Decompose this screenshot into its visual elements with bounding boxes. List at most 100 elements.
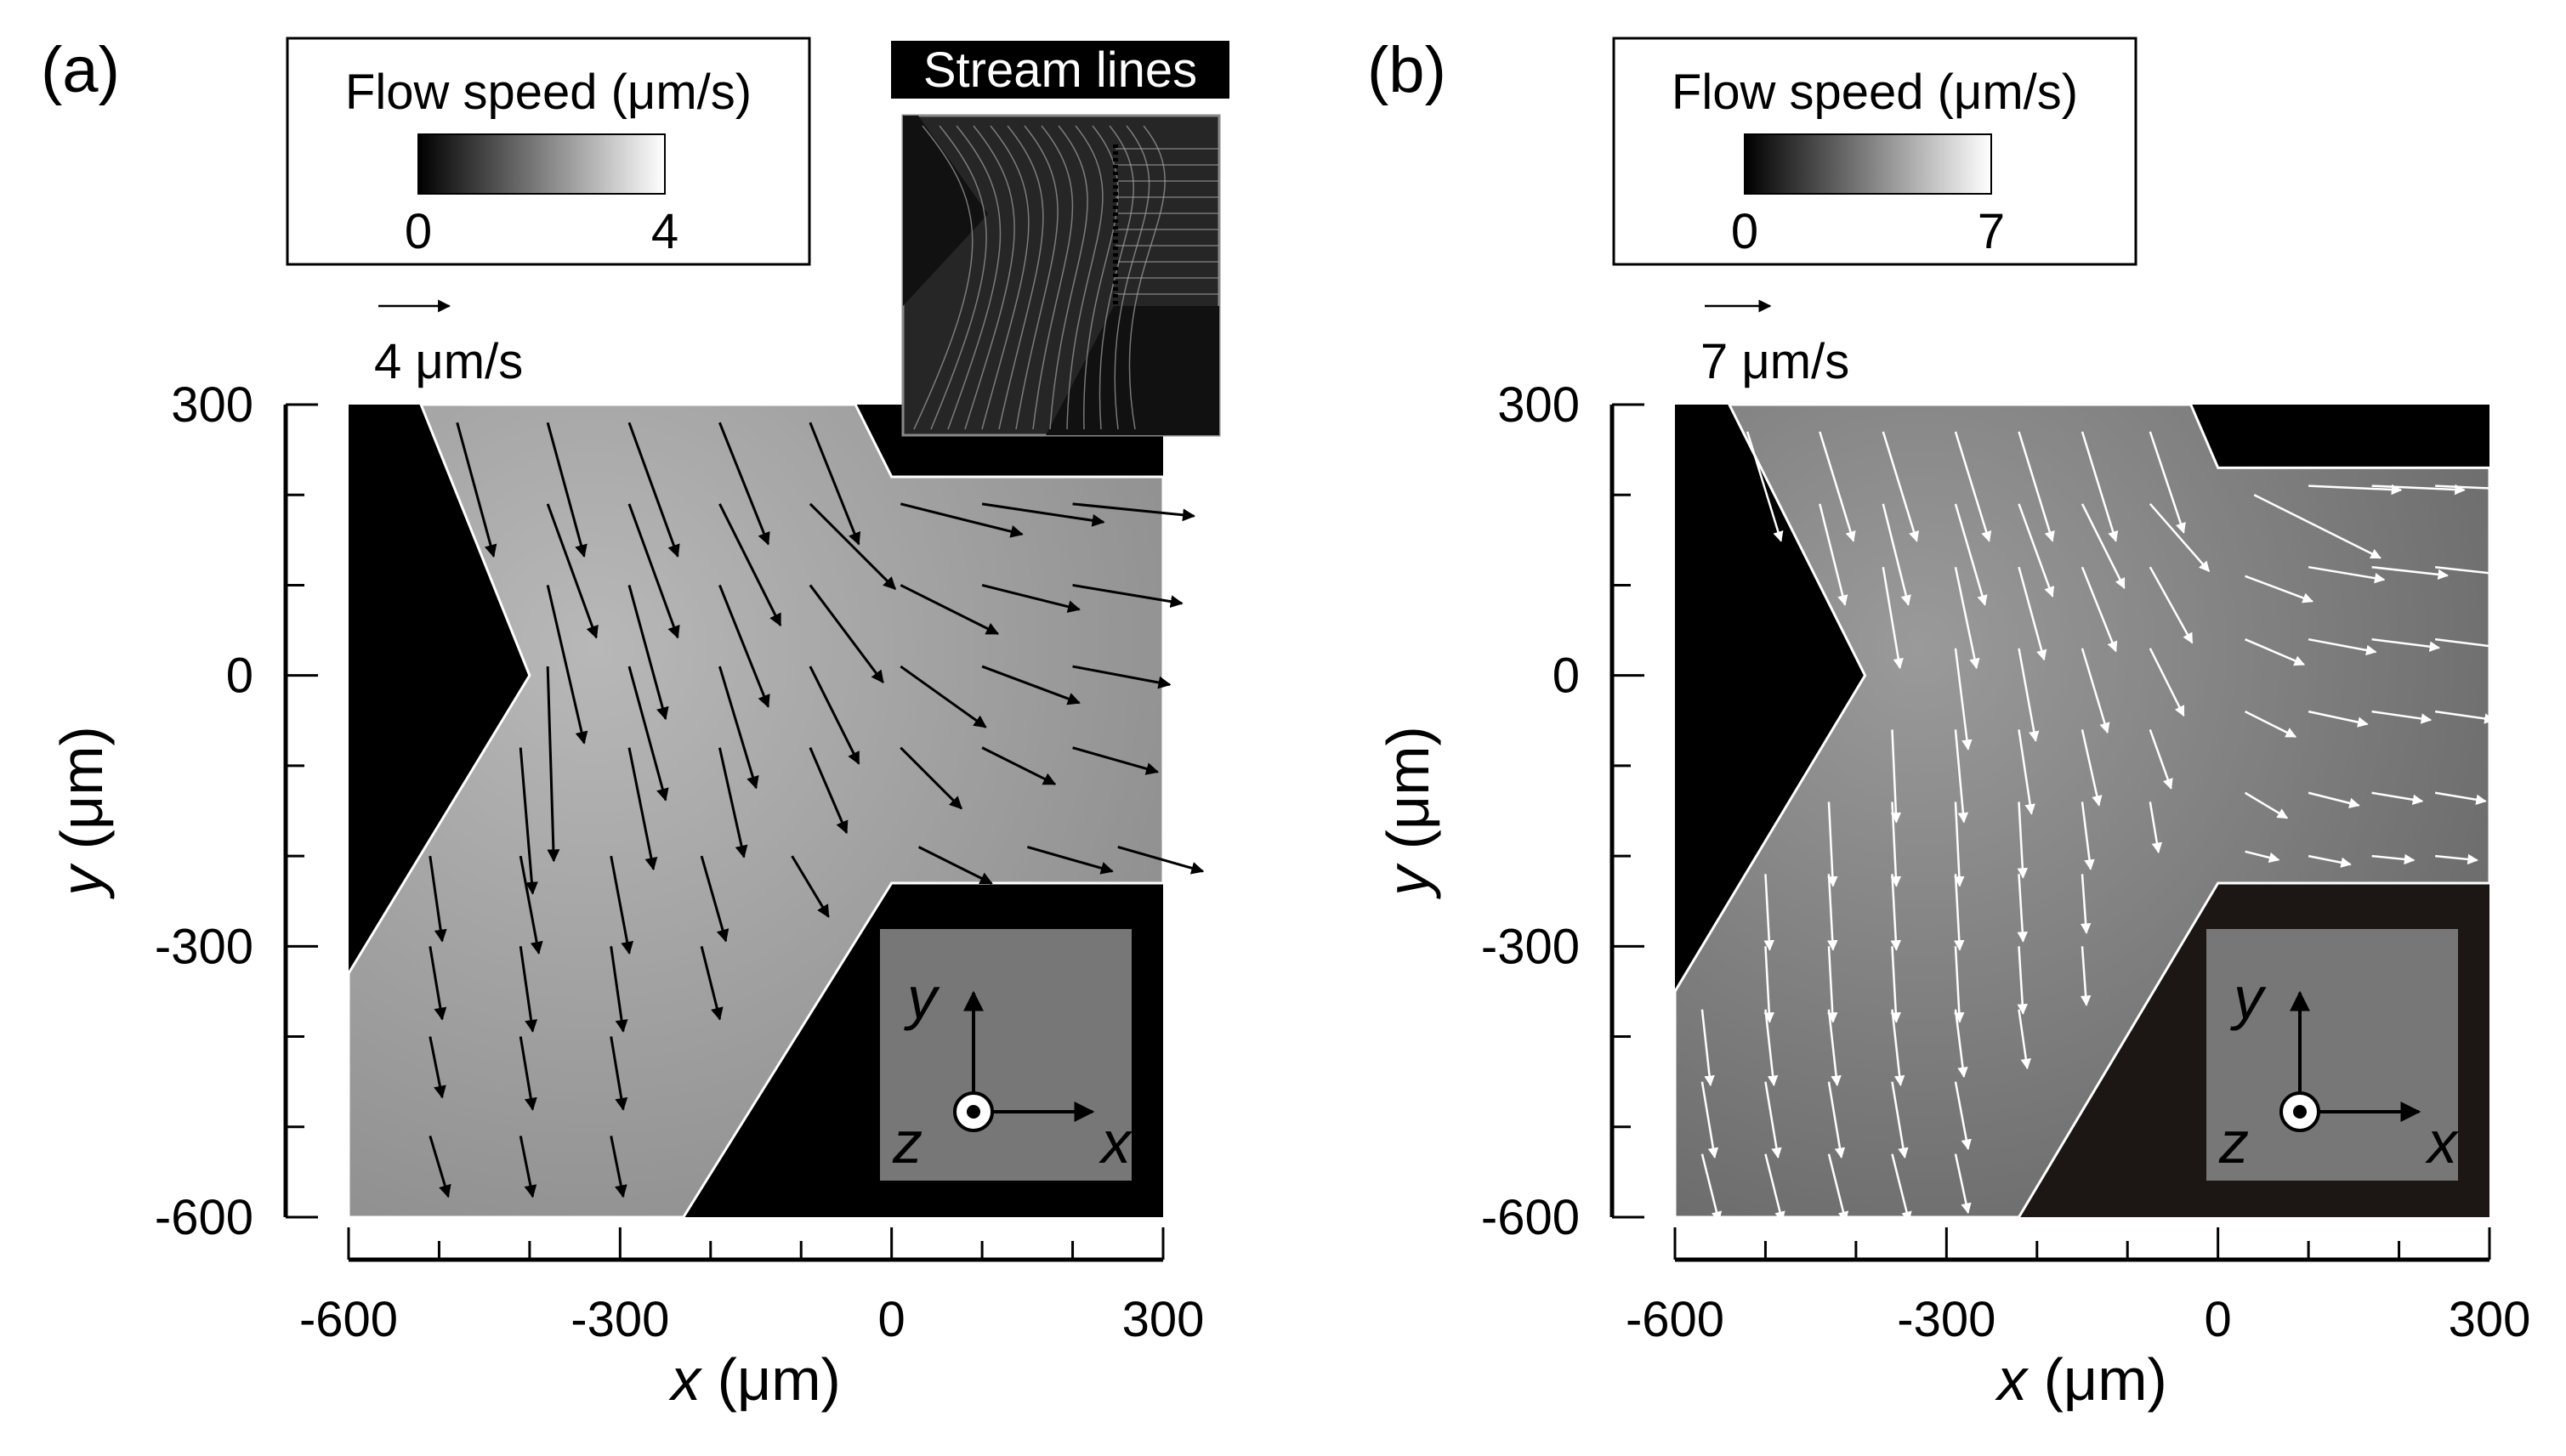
y-axis-unit: (μm) (1375, 726, 1441, 866)
flow-vector (1891, 1009, 1905, 1087)
channel-field (1673, 403, 2491, 1219)
flow-vector (1026, 846, 1114, 875)
flow-vector (1819, 431, 1856, 542)
flow-vector (2308, 854, 2352, 868)
flow-vector (1827, 1009, 1842, 1087)
panel-label: (a) (41, 34, 120, 106)
flow-vector (2081, 566, 2118, 653)
stream-line (1066, 125, 1104, 430)
x-axis-unit: (μm) (2027, 1346, 2167, 1413)
x-axis-var: x (1995, 1346, 2030, 1413)
y-axis-title: y (μm) (48, 726, 115, 899)
colorbar-min-label: 0 (405, 204, 432, 259)
flow-vector (917, 846, 993, 885)
flow-vector (1954, 566, 1980, 670)
flow-vector (2371, 853, 2416, 865)
y-tick-label: 0 (1553, 649, 1580, 704)
flow-vector (456, 422, 497, 558)
flow-vector (2017, 946, 2028, 1015)
flow-vector (1890, 874, 1902, 951)
flow-vector (1700, 1081, 1719, 1159)
flow-vector (900, 502, 1024, 538)
colorbar-max-label: 4 (651, 204, 678, 259)
flow-vector (2434, 791, 2487, 805)
flow-vector (627, 503, 680, 639)
flow-vector (2081, 648, 2110, 734)
flow-vector (809, 422, 861, 546)
flow-vector (1954, 874, 1965, 951)
x-tick-label: -300 (571, 1292, 669, 1347)
scale-arrow-label: 4 μm/s (374, 334, 523, 389)
flow-vector (2308, 565, 2386, 584)
flow-vector (981, 665, 1081, 705)
flow-vector (1954, 1009, 1968, 1079)
stream-line (947, 125, 1002, 430)
flow-vector (1764, 1153, 1785, 1223)
flow-vector (2149, 728, 2173, 790)
flow-vector (1763, 946, 1775, 1023)
x-tick-label: -300 (1897, 1292, 1995, 1347)
flow-vector (519, 855, 543, 955)
flow-vector (2017, 802, 2029, 879)
flow-vector (1827, 1153, 1849, 1223)
inset-x-label: x (2425, 1109, 2460, 1176)
flow-vector (2018, 1009, 2031, 1070)
flow-vector (718, 422, 770, 546)
flow-vector (519, 1136, 537, 1198)
flow-vector (718, 666, 759, 790)
flow-vector (981, 502, 1105, 527)
colorbar-title: Flow speed (μm/s) (345, 65, 752, 120)
flow-vector (2149, 503, 2211, 572)
y-tick-label: -300 (155, 919, 253, 974)
flow-vector (718, 584, 770, 708)
flow-vector (2371, 637, 2441, 652)
colorbar-max-label: 7 (1978, 204, 2005, 259)
panel-a: 300 0 -300 -600 -600 -300 0 300 x (μm) y (μm) (a) F… (41, 34, 1229, 1413)
flow-vector (2081, 802, 2095, 870)
flow-vector (2018, 431, 2055, 542)
flow-vector (2081, 729, 2103, 807)
flow-vector (1882, 503, 1911, 606)
flow-vector (610, 1036, 628, 1111)
flow-vector (610, 946, 628, 1033)
flow-vector (429, 1036, 446, 1099)
flow-vector (1827, 946, 1838, 1023)
flow-vector (1764, 1081, 1782, 1159)
flow-vector (2149, 431, 2186, 534)
flow-vector (1954, 1081, 1972, 1151)
y-axis-var: y (48, 863, 115, 899)
x-tick-label: 300 (1122, 1292, 1205, 1347)
flow-vector (456, 503, 508, 639)
flow-vector (2080, 946, 2092, 1006)
stream-line (1098, 125, 1134, 430)
flow-vector (1072, 665, 1172, 689)
y-tick-label: 300 (1497, 377, 1580, 433)
flow-vector (2017, 874, 2028, 943)
flow-vector (2434, 710, 2495, 724)
flow-vector (1700, 1009, 1715, 1087)
flow-vector (2018, 566, 2047, 661)
stream-line (1114, 125, 1150, 430)
flow-vector (610, 855, 634, 955)
flow-vector (700, 945, 724, 1021)
flow-vector (2018, 503, 2055, 598)
flow-vector (1763, 874, 1775, 951)
flow-vector (809, 502, 897, 591)
x-tick-label: 0 (2205, 1292, 2232, 1347)
stream-line (964, 125, 1015, 430)
flow-vector (981, 583, 1081, 614)
flow-vector (1700, 1153, 1723, 1223)
flow-vector (791, 855, 830, 918)
x-tick-label: 0 (878, 1292, 905, 1347)
colorbar-title: Flow speed (μm/s) (1672, 65, 2078, 120)
flow-vector (1882, 431, 1920, 542)
flow-vector (1827, 874, 1838, 951)
stream-line (1015, 125, 1059, 430)
flow-vector (1072, 746, 1160, 775)
stream-line (981, 125, 1030, 430)
stream-lines-title: Stream lines (923, 42, 1197, 98)
stream-line (1049, 125, 1088, 430)
flow-vector (2081, 503, 2126, 589)
inset-y-label: y (2230, 965, 2267, 1031)
